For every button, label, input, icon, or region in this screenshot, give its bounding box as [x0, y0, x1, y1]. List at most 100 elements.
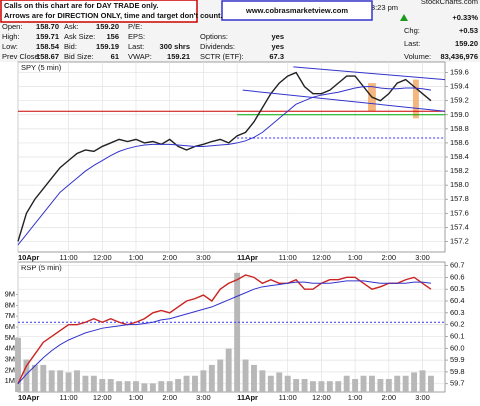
volume-bar	[74, 370, 80, 392]
price-line	[17, 71, 432, 242]
info-value: 158.67	[36, 52, 59, 61]
info-value: 158.70	[36, 22, 59, 31]
info-value: 159.21	[167, 52, 190, 61]
y2-tick-label: 4M	[5, 344, 15, 353]
info-value: 159.19	[96, 42, 119, 51]
x-tick-label: 10Apr	[18, 253, 39, 262]
info-label: Ask Size:	[64, 32, 95, 41]
notice-box	[0, 0, 198, 23]
volume-bar	[419, 370, 426, 392]
volume-bar	[310, 381, 316, 392]
volume-bar	[40, 364, 47, 392]
info-value: 156	[106, 32, 119, 41]
x-tick-label: 11:00	[59, 253, 77, 262]
volume-bar	[175, 379, 182, 392]
x-tick-label: 3:00	[415, 253, 430, 262]
volume-bar	[217, 359, 224, 392]
quote-label: Chg:	[404, 26, 420, 35]
x-tick-label: 11:00	[279, 253, 297, 262]
y2-tick-label: 6M	[5, 322, 15, 331]
volume-bar	[141, 383, 148, 392]
x-tick-label: 11:00	[279, 393, 297, 402]
info-label: Last:	[128, 42, 144, 51]
x-tick-label: 11Apr	[237, 393, 258, 402]
volume-bar	[335, 381, 342, 392]
y-tick-label: 59.8	[450, 367, 465, 376]
info-label: High:	[2, 32, 20, 41]
volume-bar	[158, 381, 165, 392]
website-box	[221, 0, 373, 21]
y2-tick-label: 5M	[5, 333, 15, 342]
quote-value: 83,436,976	[440, 52, 478, 61]
y-tick-label: 60.6	[450, 272, 465, 281]
x-tick-label: 11:00	[59, 393, 77, 402]
x-tick-label: 12:00	[93, 393, 112, 402]
x-tick-label: 12:00	[93, 253, 112, 262]
info-label: EPS:	[128, 32, 145, 41]
x-tick-label: 2:00	[382, 253, 397, 262]
y-tick-label: 60.2	[450, 320, 465, 329]
highlight-box	[412, 79, 419, 119]
volume-bar	[385, 379, 392, 392]
info-value: 61	[111, 52, 119, 61]
info-label: SCTR (ETF):	[200, 52, 244, 61]
x-tick-label: 11Apr	[237, 253, 258, 262]
y-tick-label: 158.8	[450, 124, 469, 133]
y-tick-label: 158.0	[450, 180, 469, 189]
info-label: Bid Size:	[64, 52, 94, 61]
y-tick-label: 159.4	[450, 82, 469, 91]
y2-tick-label: 2M	[5, 365, 15, 374]
info-value: yes	[271, 42, 284, 51]
volume-bar	[124, 381, 131, 392]
volume-bar	[31, 364, 38, 392]
info-value: 159.71	[36, 32, 59, 41]
volume-bar	[192, 375, 198, 392]
info-label: Ask:	[64, 22, 79, 31]
volume-bar	[57, 370, 64, 392]
y2-tick-label: 3M	[5, 354, 15, 363]
x-tick-label: 2:00	[162, 393, 177, 402]
quote-value: 159.20	[455, 39, 478, 48]
y-tick-label: 159.2	[450, 96, 469, 105]
notice-text: Calls on this chart are for DAY TRADE on…	[4, 1, 158, 10]
trend-line	[242, 89, 446, 112]
volume-bar	[259, 370, 266, 392]
y-tick-label: 157.4	[450, 222, 469, 231]
volume-bar	[343, 375, 350, 392]
volume-bar	[149, 383, 156, 392]
volume-bar	[225, 348, 232, 392]
volume-bar	[208, 364, 215, 392]
y-tick-label: 60.3	[450, 308, 465, 317]
moving-average	[17, 86, 432, 246]
info-label: Bid:	[64, 42, 77, 51]
x-tick-label: 12:00	[312, 253, 331, 262]
y-tick-label: 157.6	[450, 208, 469, 217]
volume-bar	[107, 379, 114, 392]
volume-bar	[48, 370, 55, 392]
y-tick-label: 60.1	[450, 331, 465, 340]
y2-tick-label: 7M	[5, 311, 15, 320]
source: StockCharts.com	[421, 0, 478, 6]
volume-bar	[82, 375, 89, 392]
info-label: Prev Close:	[2, 52, 41, 61]
y-tick-label: 59.7	[450, 379, 465, 388]
volume-bar	[234, 272, 241, 392]
volume-bar	[183, 375, 190, 392]
moving-average	[17, 280, 432, 385]
y-tick-label: 157.2	[450, 236, 469, 245]
volume-bar	[402, 375, 409, 392]
volume-bar	[394, 375, 401, 392]
info-label: P/E:	[128, 22, 142, 31]
info-value: 300 shrs	[160, 42, 190, 51]
volume-bar	[116, 381, 123, 392]
volume-bar	[251, 364, 257, 392]
change-pct: +0.33%	[452, 13, 478, 22]
quote-value: +0.53	[459, 26, 478, 35]
y-tick-label: 158.2	[450, 166, 469, 175]
x-tick-label: 10Apr	[18, 393, 39, 402]
info-label: Low:	[2, 42, 18, 51]
volume-bar	[411, 372, 418, 392]
volume-bar	[242, 359, 249, 392]
y-tick-label: 60.0	[450, 343, 465, 352]
